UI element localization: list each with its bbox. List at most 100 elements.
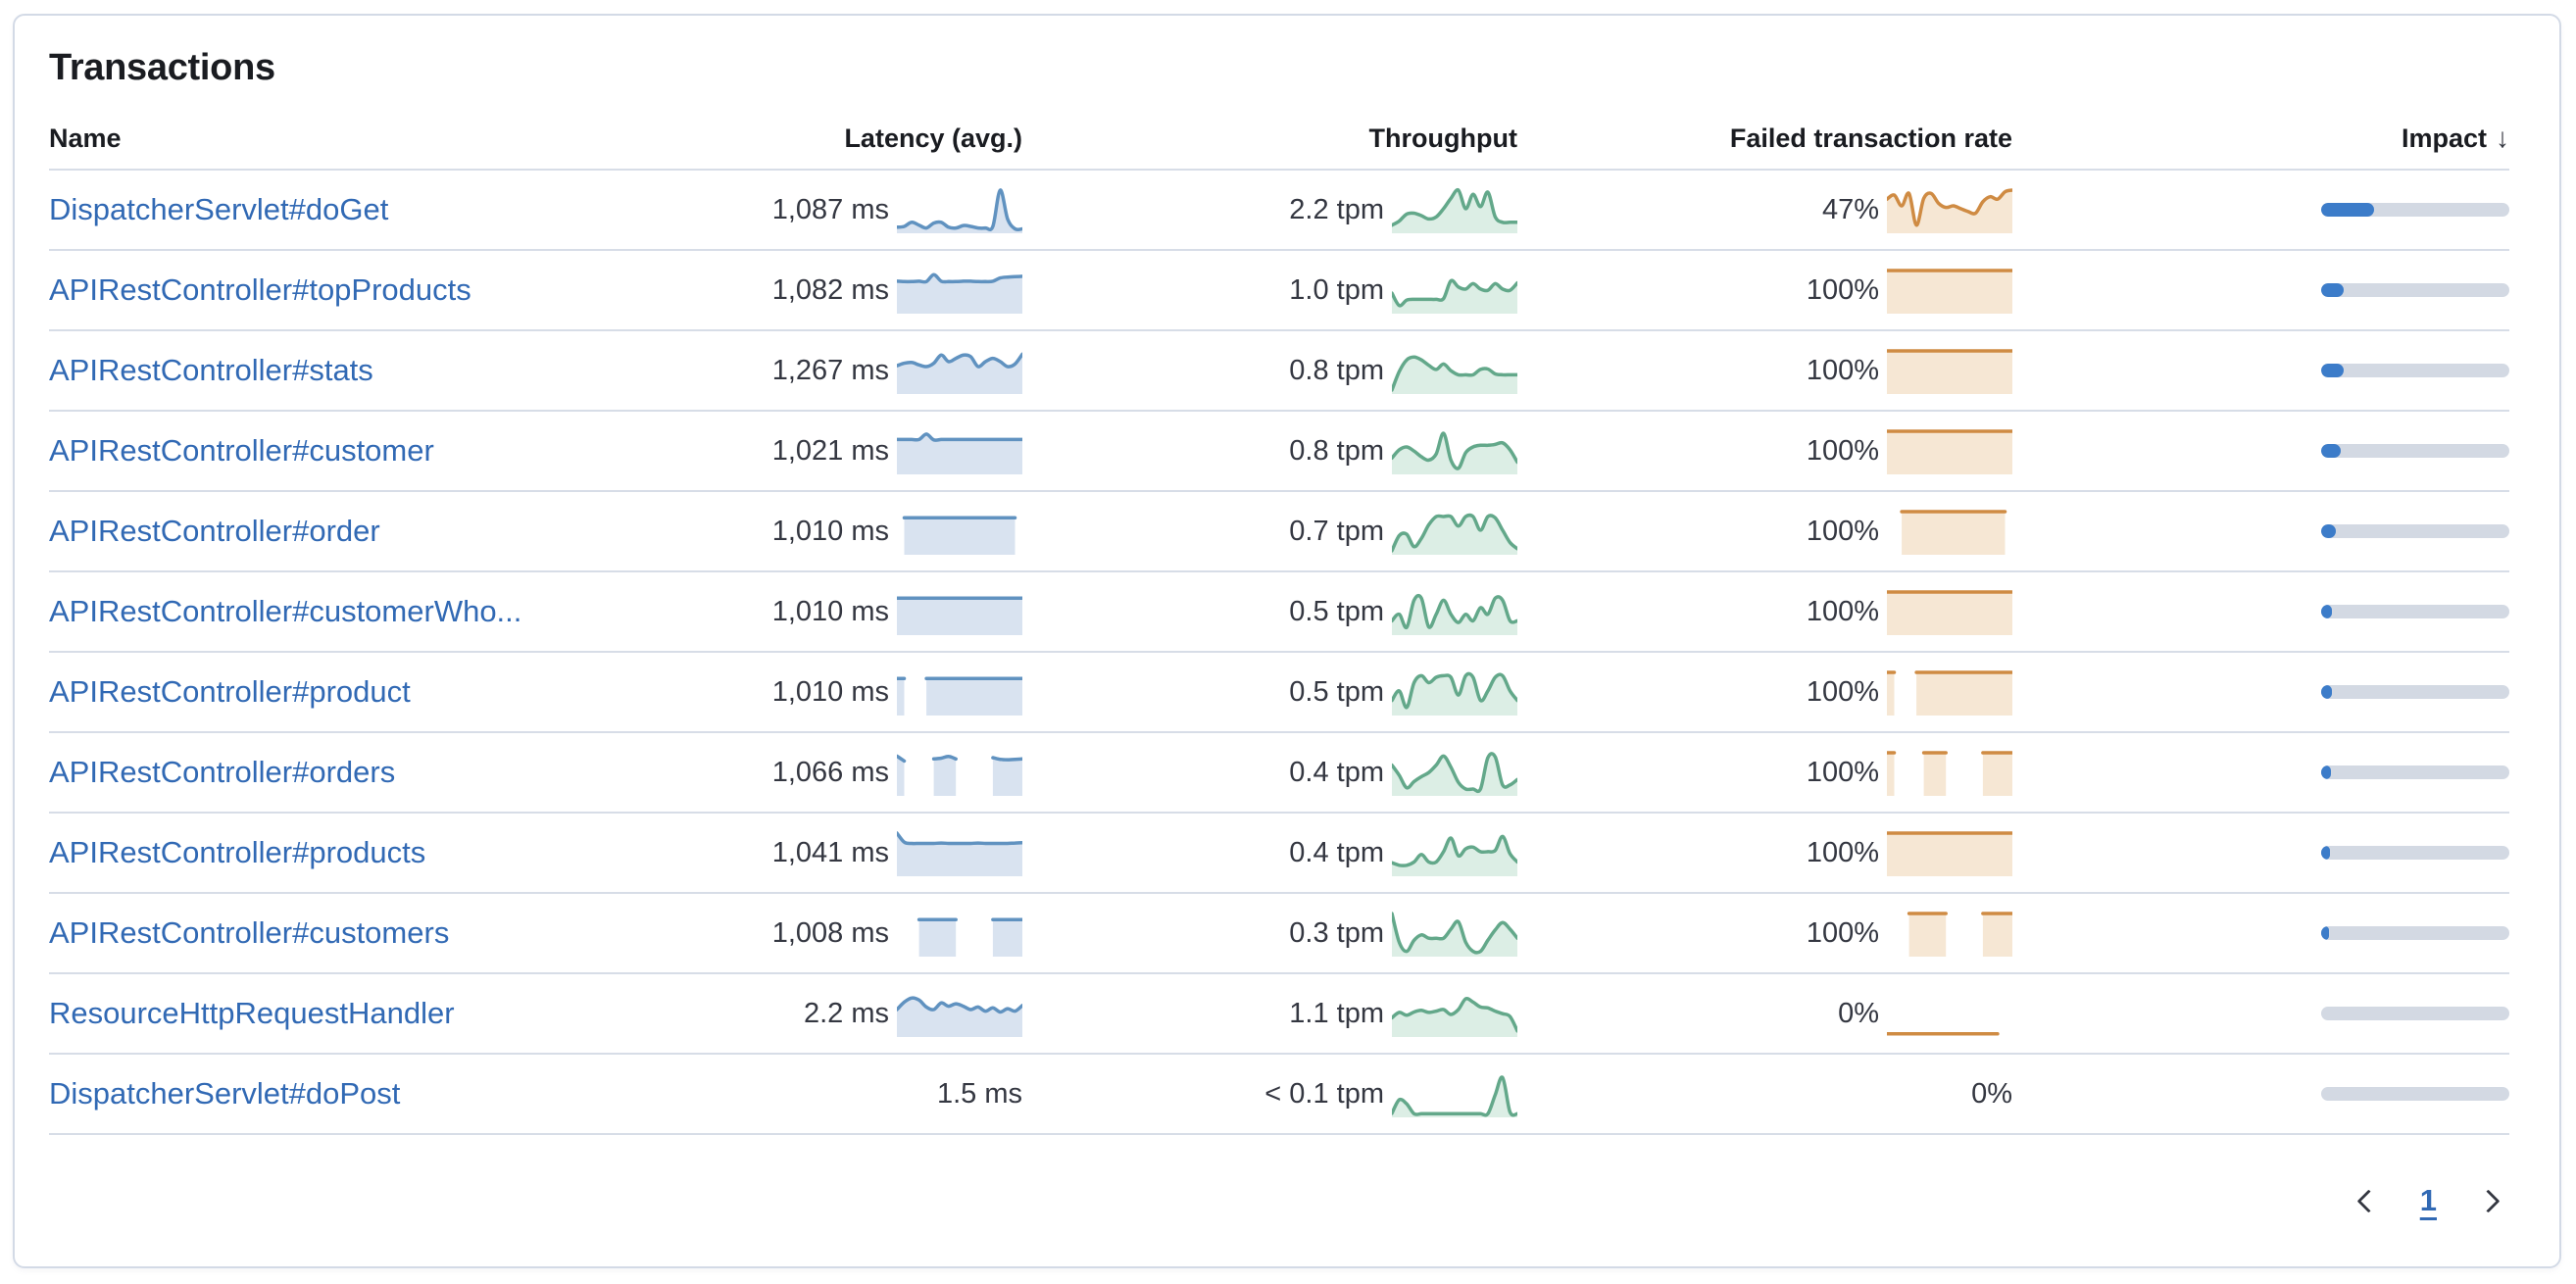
failed-rate-sparkline <box>1887 349 2012 394</box>
failed-rate-sparkline <box>1887 670 2012 716</box>
next-page-button[interactable] <box>2466 1179 2509 1222</box>
transaction-name-link[interactable]: APIRestController#customerWho... <box>49 594 522 628</box>
column-header-name: Name <box>49 123 122 153</box>
chevron-left-icon <box>2356 1188 2381 1213</box>
latency-sparkline <box>897 272 1022 314</box>
transaction-name-link[interactable]: APIRestController#topProducts <box>49 272 471 307</box>
table-row: APIRestController#customerWho... 1,010 m… <box>49 572 2509 653</box>
table-row: APIRestController#stats 1,267 ms 0.8 tpm… <box>49 331 2509 412</box>
latency-value: 1,066 ms <box>771 756 889 788</box>
impact-bar-fill <box>2321 203 2374 217</box>
impact-bar <box>2321 364 2509 377</box>
impact-bar-fill <box>2321 524 2337 538</box>
table-footer: 1 <box>49 1135 2509 1266</box>
impact-bar <box>2321 605 2509 618</box>
failed-rate-sparkline <box>1887 831 2012 876</box>
throughput-sparkline <box>1392 513 1517 555</box>
transaction-name-link[interactable]: APIRestController#customer <box>49 433 434 468</box>
failed-rate-sparkline <box>1887 1031 2000 1036</box>
table-row: APIRestController#products 1,041 ms 0.4 … <box>49 814 2509 894</box>
failed-rate-sparkline <box>1900 510 2007 555</box>
latency-value: 1,010 ms <box>771 515 889 547</box>
impact-bar-fill <box>2321 765 2331 779</box>
impact-bar-fill <box>2321 364 2345 377</box>
failed-rate-value: 100% <box>1806 756 1879 788</box>
failed-rate-sparkline <box>1887 751 2012 796</box>
chevron-right-icon <box>2475 1188 2501 1213</box>
throughput-sparkline <box>1392 431 1517 474</box>
impact-bar <box>2321 444 2509 458</box>
throughput-value: 0.7 tpm <box>1289 515 1384 547</box>
latency-sparkline <box>902 516 1017 555</box>
throughput-sparkline <box>1392 355 1517 394</box>
latency-sparkline <box>916 917 1022 957</box>
impact-bar-fill <box>2321 685 2332 699</box>
pagination-page-1[interactable]: 1 <box>2419 1183 2437 1217</box>
throughput-sparkline <box>1392 912 1517 957</box>
throughput-value: 1.1 tpm <box>1289 997 1384 1029</box>
latency-value: 1,010 ms <box>771 595 889 627</box>
failed-rate-value: 100% <box>1806 434 1879 467</box>
transaction-name-link[interactable]: APIRestController#order <box>49 514 380 548</box>
failed-rate-value: 100% <box>1806 916 1879 949</box>
table-row: APIRestController#product 1,010 ms 0.5 t… <box>49 653 2509 733</box>
latency-value: 1,267 ms <box>771 354 889 386</box>
impact-bar <box>2321 524 2509 538</box>
column-header-latency[interactable]: Latency (avg.) <box>844 123 1022 153</box>
latency-sparkline <box>897 352 1022 394</box>
failed-rate-value: 100% <box>1806 836 1879 868</box>
impact-bar-fill <box>2321 283 2345 297</box>
throughput-sparkline <box>1392 1075 1517 1117</box>
table-row: DispatcherServlet#doGet 1,087 ms 2.2 tpm… <box>49 171 2509 251</box>
latency-value: 2.2 ms <box>803 997 889 1029</box>
throughput-value: 2.2 tpm <box>1289 193 1384 225</box>
transaction-name-link[interactable]: APIRestController#orders <box>49 755 396 789</box>
latency-sparkline <box>897 596 1022 635</box>
transaction-name-link[interactable]: APIRestController#product <box>49 674 411 709</box>
throughput-value: 0.4 tpm <box>1289 756 1384 788</box>
throughput-value: 0.4 tpm <box>1289 836 1384 868</box>
table-row: ResourceHttpRequestHandler 2.2 ms 1.1 tp… <box>49 974 2509 1055</box>
pagination: 1 <box>2348 1179 2509 1222</box>
transaction-name-link[interactable]: DispatcherServlet#doGet <box>49 192 389 226</box>
sort-descending-icon: ↓ <box>2496 123 2509 153</box>
impact-bar <box>2321 1087 2509 1101</box>
column-header-throughput[interactable]: Throughput <box>1368 123 1517 153</box>
throughput-value: 1.0 tpm <box>1289 273 1384 306</box>
throughput-sparkline <box>1392 752 1517 796</box>
impact-bar <box>2321 1007 2509 1020</box>
latency-sparkline <box>897 754 1022 796</box>
throughput-value: 0.5 tpm <box>1289 675 1384 708</box>
table-row: APIRestController#customer 1,021 ms 0.8 … <box>49 412 2509 492</box>
throughput-sparkline <box>1392 278 1517 314</box>
throughput-value: 0.8 tpm <box>1289 354 1384 386</box>
impact-bar-fill <box>2321 444 2342 458</box>
transaction-name-link[interactable]: APIRestController#stats <box>49 353 373 387</box>
transaction-name-link[interactable]: DispatcherServlet#doPost <box>49 1076 401 1111</box>
latency-value: 1.5 ms <box>936 1077 1022 1110</box>
transactions-panel: Transactions Name Latency (avg.) Through… <box>13 14 2561 1268</box>
latency-sparkline <box>897 676 1022 716</box>
failed-rate-value: 100% <box>1806 354 1879 386</box>
previous-page-button[interactable] <box>2348 1179 2391 1222</box>
column-header-impact[interactable]: Impact ↓ <box>2321 123 2509 154</box>
latency-sparkline <box>897 188 1022 233</box>
impact-bar-fill <box>2321 926 2330 940</box>
table-row: APIRestController#customers 1,008 ms 0.3… <box>49 894 2509 974</box>
throughput-value: 0.3 tpm <box>1289 916 1384 949</box>
latency-value: 1,021 ms <box>771 434 889 467</box>
latency-value: 1,008 ms <box>771 916 889 949</box>
table-row: APIRestController#orders 1,066 ms 0.4 tp… <box>49 733 2509 814</box>
transaction-name-link[interactable]: APIRestController#products <box>49 835 426 869</box>
impact-bar <box>2321 685 2509 699</box>
transaction-name-link[interactable]: APIRestController#customers <box>49 915 450 950</box>
failed-rate-value: 100% <box>1806 675 1879 708</box>
column-header-failed-rate[interactable]: Failed transaction rate <box>1729 123 2012 153</box>
latency-value: 1,010 ms <box>771 675 889 708</box>
impact-bar <box>2321 846 2509 860</box>
transaction-name-link[interactable]: ResourceHttpRequestHandler <box>49 996 455 1030</box>
failed-rate-sparkline <box>1887 590 2012 635</box>
throughput-sparkline <box>1392 187 1517 233</box>
throughput-value: < 0.1 tpm <box>1264 1077 1384 1110</box>
throughput-sparkline <box>1392 834 1517 876</box>
